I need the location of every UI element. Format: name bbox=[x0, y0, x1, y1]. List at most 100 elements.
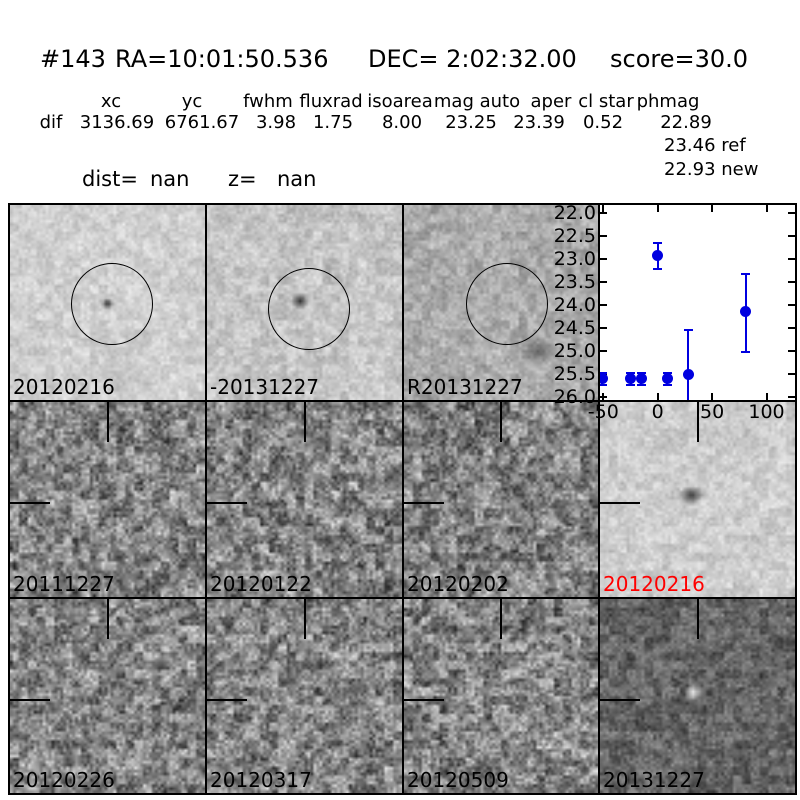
crosshair-tick-h bbox=[207, 502, 247, 505]
y-tick-left bbox=[600, 258, 607, 260]
cutout-panel: 20120216 bbox=[8, 203, 205, 400]
error-bar-cap bbox=[741, 273, 751, 276]
measurement-value: 6761.67 bbox=[164, 112, 240, 133]
x-tick-bottom bbox=[656, 393, 659, 400]
data-point bbox=[600, 373, 608, 385]
column-header: aper bbox=[530, 91, 572, 112]
error-bar-cap bbox=[662, 383, 672, 386]
z-label: z= bbox=[228, 167, 257, 191]
cutout-date-label: -20131227 bbox=[210, 375, 320, 399]
crosshair-tick-v bbox=[696, 599, 699, 639]
y-tick-left bbox=[600, 350, 607, 352]
x-tick-bottom bbox=[602, 393, 605, 400]
y-tick-label: 25.5 bbox=[553, 363, 596, 385]
crosshair-tick-v bbox=[303, 599, 306, 639]
cutout-panel: 20131227 bbox=[598, 597, 795, 793]
aperture-circle bbox=[268, 268, 351, 351]
crosshair-tick-v bbox=[303, 402, 306, 442]
crosshair-tick-v bbox=[696, 402, 699, 442]
crosshair-tick-h bbox=[10, 698, 50, 701]
cutout-date-label: 20120216 bbox=[603, 572, 705, 596]
x-tick-label: 50 bbox=[700, 401, 725, 423]
data-point bbox=[652, 250, 664, 262]
column-header: fluxrad bbox=[299, 91, 363, 112]
data-point bbox=[625, 373, 636, 385]
y-tick-left bbox=[600, 235, 607, 237]
crosshair-tick-h bbox=[600, 502, 640, 505]
dist-value: nan bbox=[150, 167, 190, 191]
error-bar-cap bbox=[600, 371, 607, 374]
x-tick-label: -50 bbox=[587, 401, 619, 423]
dec-value: DEC= 2:02:32.00 bbox=[368, 45, 577, 73]
y-tick-label: 22.0 bbox=[553, 202, 596, 224]
error-bar-cap bbox=[626, 371, 635, 374]
cutout-panel: 20120202 bbox=[402, 400, 598, 597]
cutout-date-label: 20111227 bbox=[13, 572, 115, 596]
y-tick-label: 25.0 bbox=[553, 340, 596, 362]
error-bar-cap bbox=[636, 371, 646, 374]
cutout-date-label: 20120509 bbox=[407, 768, 509, 792]
error-bar-cap bbox=[683, 329, 693, 332]
y-tick-right bbox=[788, 281, 795, 283]
cutout-date-label: 20120317 bbox=[210, 768, 312, 792]
measurement-value: 3136.69 bbox=[79, 112, 155, 133]
measurement-value: 1.75 bbox=[312, 112, 354, 133]
crosshair-tick-h bbox=[10, 502, 50, 505]
aperture-circle bbox=[71, 262, 154, 345]
cutout-date-label: 20120226 bbox=[13, 768, 115, 792]
measurement-value: 23.39 bbox=[513, 112, 565, 133]
error-bar-cap bbox=[741, 351, 751, 354]
y-tick-label: 23.0 bbox=[553, 248, 596, 270]
y-tick-right bbox=[788, 327, 795, 329]
cutout-panel: 20111227 bbox=[8, 400, 205, 597]
data-point bbox=[635, 373, 647, 385]
column-header: fwhm bbox=[243, 91, 293, 112]
x-tick-bottom bbox=[765, 393, 768, 400]
crosshair-tick-h bbox=[404, 698, 444, 701]
column-header: cl star bbox=[578, 91, 634, 112]
x-tick-top bbox=[656, 205, 659, 212]
crosshair-tick-v bbox=[106, 402, 109, 442]
error-bar-cap bbox=[653, 267, 663, 270]
x-tick-label: 100 bbox=[748, 401, 785, 423]
column-header: mag auto bbox=[433, 91, 521, 112]
y-tick-right bbox=[788, 258, 795, 260]
y-tick-left bbox=[600, 281, 607, 283]
cutout-date-label: R20131227 bbox=[407, 375, 523, 399]
data-point bbox=[682, 368, 694, 380]
cutout-panel: 20120317 bbox=[205, 597, 402, 793]
crosshair-tick-h bbox=[404, 502, 444, 505]
crosshair-tick-v bbox=[500, 599, 502, 639]
x-tick-top bbox=[602, 205, 605, 212]
lightcurve-plot bbox=[598, 203, 795, 400]
y-tick-left bbox=[600, 212, 607, 214]
measurement-value: 22.89 bbox=[660, 112, 712, 133]
error-bar-cap bbox=[653, 241, 663, 244]
error-bar-cap bbox=[636, 383, 646, 386]
cutout-date-label: 20120216 bbox=[13, 375, 115, 399]
cutout-panel: R20131227 bbox=[402, 203, 598, 400]
y-tick-right bbox=[788, 212, 795, 214]
cutout-date-label: 20131227 bbox=[603, 768, 705, 792]
cutout-panel: 20120216 bbox=[598, 400, 795, 597]
crosshair-tick-v bbox=[500, 402, 502, 442]
column-header: yc bbox=[181, 91, 203, 112]
dist-label: dist= bbox=[82, 167, 138, 191]
error-bar-cap bbox=[600, 383, 607, 386]
crosshair-tick-v bbox=[106, 599, 109, 639]
column-header: xc bbox=[100, 91, 122, 112]
cutout-panel: 20120509 bbox=[402, 597, 598, 793]
ra-value: RA=10:01:50.536 bbox=[115, 45, 329, 73]
column-header: isoarea bbox=[367, 91, 433, 112]
y-tick-label: 22.5 bbox=[553, 225, 596, 247]
y-tick-left bbox=[600, 304, 607, 306]
object-id: #143 bbox=[40, 45, 106, 73]
x-tick-bottom bbox=[711, 393, 714, 400]
z-value: nan bbox=[277, 167, 317, 191]
score-value: score=30.0 bbox=[610, 45, 749, 73]
measurement-value: 8.00 bbox=[381, 112, 423, 133]
y-tick-label: 26.0 bbox=[553, 386, 596, 408]
cutout-date-label: 20120122 bbox=[210, 572, 312, 596]
measurement-value: 3.98 bbox=[255, 112, 297, 133]
